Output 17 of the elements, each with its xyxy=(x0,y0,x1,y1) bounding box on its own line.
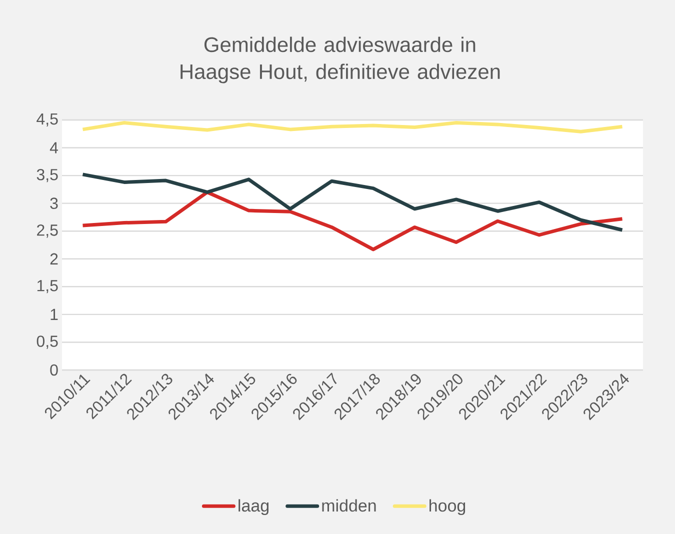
legend-label: midden xyxy=(322,499,376,512)
y-tick-label: 4 xyxy=(50,142,58,154)
line-series xyxy=(81,121,624,134)
y-tick-label: 0 xyxy=(50,364,58,376)
line-series xyxy=(81,172,624,232)
legend-label: laag xyxy=(238,499,268,516)
y-tick-label: 3 xyxy=(50,198,58,209)
y-tick-label: 3,5 xyxy=(36,168,58,182)
chart-title: Gemiddelde advieswaarde in Haagse Hout, definitieve adviezen xyxy=(180,36,500,84)
y-tick-label: 0,5 xyxy=(36,336,58,349)
legend-label: hoog xyxy=(430,499,466,516)
y-tick-label: 4,5 xyxy=(36,113,58,127)
y-tick-label: 2 xyxy=(50,253,58,264)
y-tick-label: 2,5 xyxy=(37,224,58,238)
y-tick-label: 1 xyxy=(50,308,58,320)
y-tick-label: 1,5 xyxy=(37,280,58,294)
line-series xyxy=(81,190,624,252)
